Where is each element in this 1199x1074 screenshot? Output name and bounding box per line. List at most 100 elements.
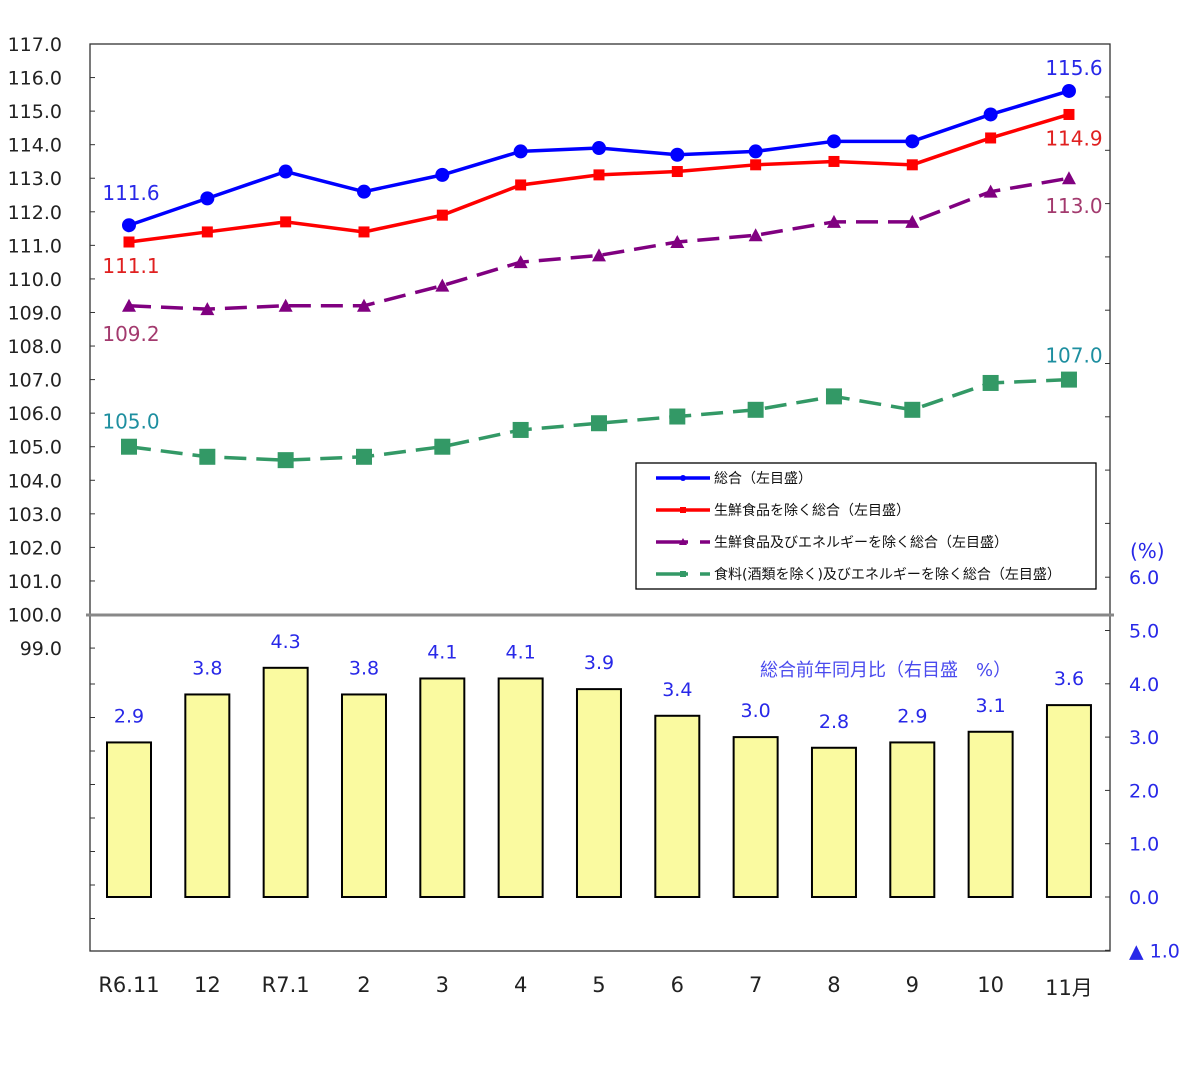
right-tick-label: 4.0 xyxy=(1129,674,1159,696)
x-category-label: R7.1 xyxy=(262,973,310,997)
right-tick-label: 2.0 xyxy=(1129,780,1159,802)
x-category-label: R6.11 xyxy=(98,973,159,997)
data-point xyxy=(1060,371,1077,388)
data-point xyxy=(904,401,921,418)
data-point xyxy=(122,298,136,312)
left-tick-label: 117.0 xyxy=(8,34,62,56)
right-tick-label: 5.0 xyxy=(1129,621,1159,643)
data-point xyxy=(356,298,371,312)
x-category-label: 8 xyxy=(827,973,840,997)
series-first-label: 105.0 xyxy=(102,410,159,434)
data-point xyxy=(355,448,372,465)
data-point xyxy=(278,164,293,179)
left-tick-label: 114.0 xyxy=(8,135,62,157)
legend-marker xyxy=(680,475,686,481)
x-category-label: 3 xyxy=(436,973,449,997)
x-category-label: 5 xyxy=(592,973,605,997)
legend-marker xyxy=(680,507,686,513)
legend-box xyxy=(635,462,1097,590)
left-tick-label: 108.0 xyxy=(8,336,62,358)
right-tick-label: 0.0 xyxy=(1129,887,1159,909)
bar-value-label: 3.4 xyxy=(662,679,692,701)
bar-value-label: 3.8 xyxy=(349,657,379,679)
data-point xyxy=(515,179,527,191)
bar-value-label: 4.1 xyxy=(427,641,457,663)
left-tick-label: 107.0 xyxy=(8,370,62,392)
x-category-label: 4 xyxy=(514,973,527,997)
data-point xyxy=(906,159,918,171)
data-point xyxy=(358,226,370,238)
data-point xyxy=(905,214,920,228)
bar xyxy=(184,693,231,899)
bar xyxy=(967,730,1014,899)
data-point xyxy=(199,448,216,465)
bar xyxy=(262,666,309,898)
data-point xyxy=(435,167,450,182)
series-first-label: 111.1 xyxy=(102,254,159,278)
bar-value-label: 2.9 xyxy=(897,705,927,727)
data-point xyxy=(985,132,997,144)
bar xyxy=(1045,704,1092,898)
data-point xyxy=(982,374,999,391)
series-last-label: 114.9 xyxy=(1045,126,1102,150)
left-tick-label: 106.0 xyxy=(8,403,62,425)
left-tick-label: 102.0 xyxy=(8,537,62,559)
left-tick-label: 112.0 xyxy=(8,202,62,224)
data-point xyxy=(122,218,136,233)
bar xyxy=(419,677,466,898)
x-category-label: 6 xyxy=(671,973,684,997)
series-last-label: 107.0 xyxy=(1045,344,1102,368)
data-point xyxy=(512,421,529,438)
bar-value-label: 3.6 xyxy=(1054,668,1084,690)
data-point xyxy=(670,235,685,249)
data-point xyxy=(1063,108,1075,120)
bar xyxy=(889,741,936,898)
data-point xyxy=(825,388,842,405)
data-point xyxy=(513,255,528,269)
left-tick-label: 116.0 xyxy=(8,68,62,90)
bar-value-label: 3.8 xyxy=(192,657,222,679)
series-1 xyxy=(123,108,1075,248)
left-tick-label: 109.0 xyxy=(8,302,62,324)
data-point xyxy=(748,144,763,159)
data-point xyxy=(826,214,841,228)
data-point xyxy=(591,141,606,156)
bar-value-label: 4.3 xyxy=(271,631,301,653)
bar-value-label: 3.9 xyxy=(584,652,614,674)
data-point xyxy=(121,438,137,455)
right-tick-label: 3.0 xyxy=(1129,727,1159,749)
x-category-label: 7 xyxy=(749,973,762,997)
data-point xyxy=(1061,83,1076,98)
series-0 xyxy=(122,83,1076,233)
legend: 総合（左目盛） 生鮮食品を除く総合（左目盛） 生鮮食品及びエネルギーを除く総合（左目… xyxy=(635,462,1097,590)
legend-label: 総合（左目盛） xyxy=(714,471,812,487)
bar-value-label: 4.1 xyxy=(506,641,536,663)
data-point xyxy=(748,228,763,242)
x-category-label: 9 xyxy=(906,973,919,997)
data-point xyxy=(434,438,451,455)
x-category-label: 10 xyxy=(977,973,1004,997)
legend-label: 生鮮食品及びエネルギーを除く総合（左目盛） xyxy=(714,534,1008,551)
data-point xyxy=(669,408,686,425)
data-point xyxy=(750,159,762,171)
data-point xyxy=(436,209,448,221)
left-tick-label: 103.0 xyxy=(8,504,62,526)
legend-marker xyxy=(680,571,686,577)
bar xyxy=(732,736,779,898)
bar xyxy=(654,714,701,899)
bar xyxy=(810,746,857,899)
data-point xyxy=(280,216,292,228)
data-point xyxy=(671,166,683,178)
x-category-label: 11月 xyxy=(1045,976,1093,1000)
data-point xyxy=(277,452,294,469)
bar xyxy=(497,677,544,898)
plot-frame xyxy=(89,43,1111,952)
series-last-label: 115.6 xyxy=(1045,56,1102,80)
left-tick-label: 111.0 xyxy=(8,235,62,257)
data-point xyxy=(826,134,841,149)
data-point xyxy=(200,191,215,206)
bar xyxy=(575,688,622,898)
x-category-label: 2 xyxy=(357,973,370,997)
data-point xyxy=(983,107,998,122)
